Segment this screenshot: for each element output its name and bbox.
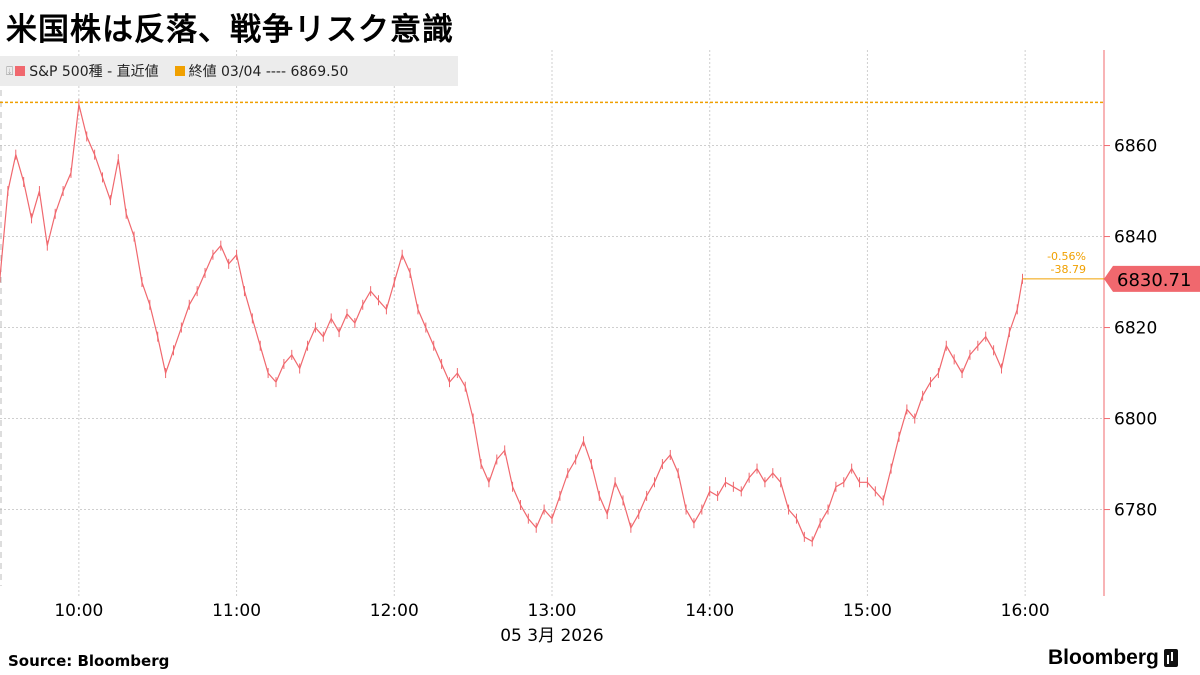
x-tick-label: 11:00	[212, 601, 261, 621]
series-line	[0, 104, 1024, 543]
chart-grid	[0, 50, 1104, 596]
x-axis-ticks: 10:00 11:00 12:00 13:00 14:00 15:00 16:00	[54, 601, 1049, 621]
source-note: Source: Bloomberg	[8, 652, 170, 670]
x-tick-label: 16:00	[1001, 601, 1050, 621]
pin-icon[interactable]: ⍗	[6, 63, 14, 78]
y-tick-label: 6780	[1114, 501, 1157, 521]
reference-swatch	[174, 66, 185, 76]
x-tick-label: 12:00	[370, 601, 419, 621]
bloomberg-terminal-icon	[1163, 649, 1178, 667]
price-series	[0, 99, 1024, 547]
legend: ⍗ S&P 500種 - 直近値 終値 03/04 ---- 6869.50	[0, 56, 458, 86]
last-value-badge	[1104, 265, 1200, 292]
change-percent-label: -0.56%	[1047, 250, 1086, 263]
last-value-group: -0.56%-38.79 6830.71	[1022, 250, 1200, 292]
x-tick-label: 15:00	[843, 601, 892, 621]
y-tick-label: 6800	[1114, 410, 1157, 430]
series-swatch	[15, 66, 26, 76]
y-tick-label: 6860	[1114, 137, 1157, 157]
legend-reference-label: 終値 03/04 ---- 6869.50	[188, 64, 349, 80]
y-tick-label: 6820	[1114, 319, 1157, 339]
x-axis-date-label: 05 3月 2026	[500, 626, 604, 646]
x-tick-label: 13:00	[528, 601, 577, 621]
brand-logo: Bloomberg	[1048, 646, 1178, 670]
change-points-label: -38.79	[1051, 263, 1086, 276]
last-value-label: 6830.71	[1117, 270, 1191, 291]
x-tick-label: 10:00	[54, 601, 103, 621]
x-tick-label: 14:00	[685, 601, 734, 621]
chart-title: 米国株は反落、戦争リスク意識	[6, 12, 454, 48]
y-tick-label: 6840	[1114, 228, 1157, 248]
y-axis-ticks: 6780 6800 6820 6840 6860	[1104, 137, 1157, 521]
brand-text: Bloomberg	[1048, 646, 1159, 669]
legend-series-label: S&P 500種 - 直近値	[29, 64, 159, 80]
